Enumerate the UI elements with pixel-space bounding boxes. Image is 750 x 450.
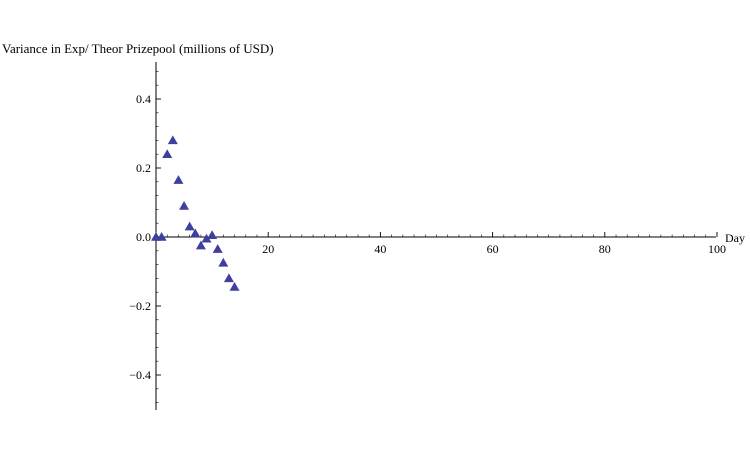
data-point [218, 257, 229, 267]
x-axis-label: Day [725, 231, 745, 245]
data-point [229, 282, 240, 291]
data-point [190, 228, 201, 238]
tick-labels: 20 40 60 80 100 0.4 0.2 0.0 −0.2 −0.4 [129, 92, 726, 382]
x-tick-label: 60 [487, 242, 499, 256]
x-tick-label: 80 [599, 242, 611, 256]
x-tick-label: 20 [262, 242, 274, 256]
data-points [151, 135, 240, 291]
data-point [212, 244, 223, 253]
data-point [179, 200, 190, 210]
data-point [173, 175, 184, 184]
y-tick-label: 0.2 [136, 161, 151, 175]
data-point [184, 221, 195, 231]
y-tick-label: −0.4 [129, 368, 151, 382]
y-tick-label: 0.0 [136, 230, 151, 244]
data-point [207, 230, 218, 240]
x-tick-label: 100 [708, 242, 726, 256]
data-point [167, 135, 178, 145]
x-tick-label: 40 [374, 242, 386, 256]
data-point [201, 233, 212, 243]
y-tick-label: 0.4 [136, 92, 151, 106]
ticks [156, 71, 718, 403]
data-point [223, 273, 234, 283]
axes [155, 62, 716, 410]
y-tick-label: −0.2 [129, 299, 151, 313]
data-point [195, 240, 206, 250]
y-axis-label: Variance in Exp/ Theor Prizepool (millio… [2, 41, 274, 56]
data-point [162, 149, 173, 158]
data-point [156, 232, 167, 241]
